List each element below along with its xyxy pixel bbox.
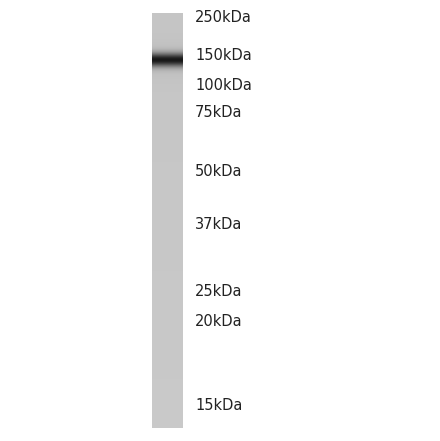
Text: 250kDa: 250kDa	[195, 10, 252, 25]
Text: 25kDa: 25kDa	[195, 284, 242, 299]
Text: 37kDa: 37kDa	[195, 217, 242, 232]
Text: 100kDa: 100kDa	[195, 78, 252, 93]
Text: 75kDa: 75kDa	[195, 105, 242, 120]
Text: 150kDa: 150kDa	[195, 48, 252, 63]
Text: 20kDa: 20kDa	[195, 314, 242, 329]
Text: 15kDa: 15kDa	[195, 398, 242, 413]
Text: 50kDa: 50kDa	[195, 164, 242, 179]
